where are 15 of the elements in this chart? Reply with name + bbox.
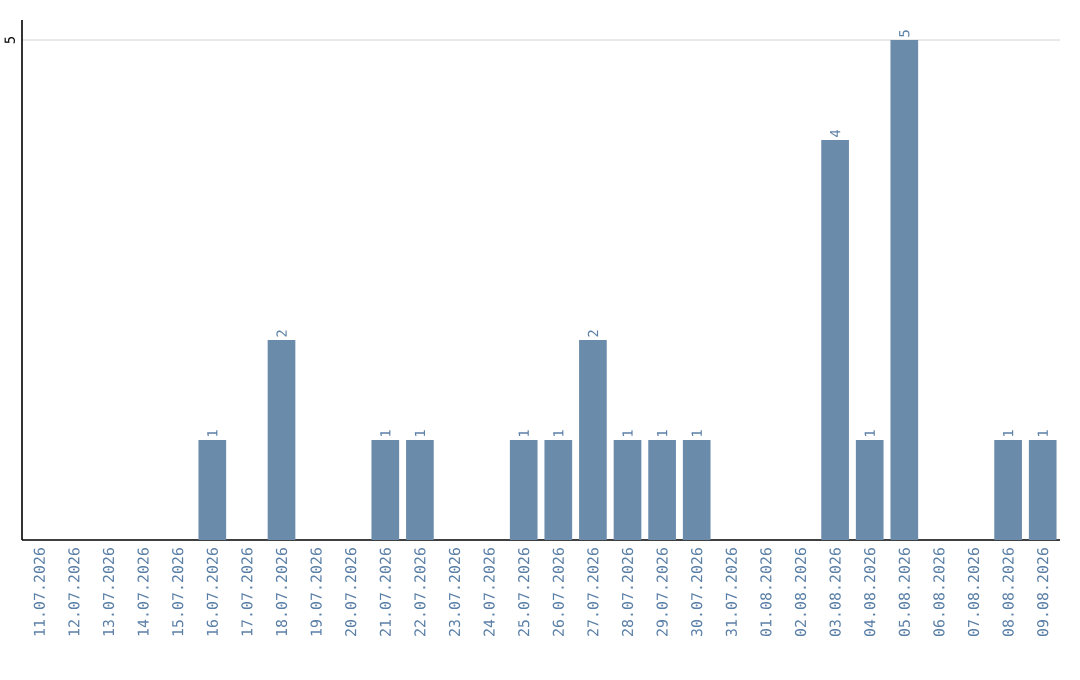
bar	[406, 440, 434, 540]
bar	[821, 140, 849, 540]
bar	[509, 440, 538, 540]
bar	[648, 440, 676, 540]
bar	[1028, 440, 1057, 540]
bar	[579, 340, 607, 540]
bar	[613, 440, 642, 540]
bar	[198, 440, 227, 540]
bar	[890, 40, 919, 540]
bar	[682, 440, 711, 540]
bar	[371, 440, 400, 540]
bar	[994, 440, 1022, 540]
bar	[855, 440, 884, 540]
bar	[544, 440, 573, 540]
bar	[267, 340, 296, 540]
